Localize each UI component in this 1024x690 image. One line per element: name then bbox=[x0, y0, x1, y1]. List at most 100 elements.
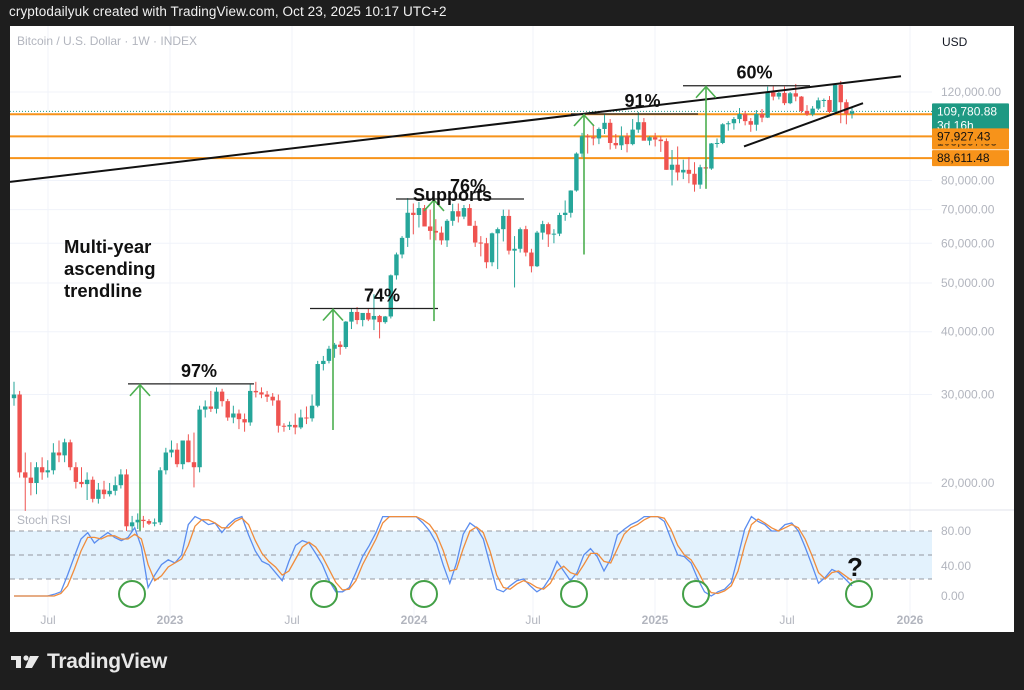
candle-body bbox=[433, 230, 439, 233]
candle-body bbox=[225, 401, 230, 418]
question-mark-annotation: ? bbox=[847, 552, 863, 582]
price-axis-label: 40,000.00 bbox=[941, 325, 995, 339]
candle-body bbox=[692, 173, 697, 185]
arrow-up-icon bbox=[129, 383, 151, 397]
candle-body bbox=[23, 472, 28, 478]
candle-body bbox=[394, 254, 399, 276]
candle-body bbox=[799, 96, 804, 111]
candle-body bbox=[354, 311, 360, 321]
candle-body bbox=[214, 391, 219, 409]
candle-body bbox=[248, 390, 253, 423]
rally-percent-label: 74% bbox=[364, 285, 400, 305]
candle-body bbox=[450, 211, 455, 221]
candle-body bbox=[236, 413, 242, 420]
price-axis-label: 30,000.00 bbox=[941, 388, 995, 402]
candle-body bbox=[793, 93, 798, 97]
oversold-circle-marker bbox=[118, 580, 146, 608]
candle-body bbox=[619, 136, 624, 146]
price-axis-label: 70,000.00 bbox=[941, 203, 995, 217]
candle-body bbox=[96, 489, 101, 499]
candle-body bbox=[647, 137, 652, 141]
candle-body bbox=[146, 521, 152, 524]
candle-body bbox=[197, 409, 202, 468]
candle-body bbox=[591, 137, 596, 139]
tradingview-logo[interactable]: TradingView bbox=[11, 650, 167, 674]
symbol-title: Bitcoin / U.S. Dollar · 1W · INDEX bbox=[17, 34, 198, 48]
candle-body bbox=[844, 102, 849, 114]
candle-body bbox=[349, 311, 354, 322]
candle-body bbox=[405, 212, 410, 238]
candle-body bbox=[315, 364, 320, 406]
candle-body bbox=[259, 392, 264, 395]
rally-annotation: 76% bbox=[396, 176, 524, 322]
candle-body bbox=[309, 405, 315, 419]
rally-annotation: 97% bbox=[128, 361, 254, 532]
candle-body bbox=[11, 394, 17, 399]
candle-body bbox=[163, 452, 169, 471]
chart-frame[interactable]: 120,000.00 80,000.00 70,000.00 60,000.00 50,… bbox=[10, 26, 1014, 632]
candle-body bbox=[726, 123, 731, 125]
candle-body bbox=[39, 467, 45, 473]
candle-body bbox=[731, 119, 737, 124]
candle-body bbox=[321, 360, 326, 365]
candle-body bbox=[382, 316, 388, 323]
candle-body bbox=[585, 136, 590, 138]
candle-body bbox=[287, 424, 292, 427]
candle-body bbox=[56, 452, 62, 456]
candle-body bbox=[118, 474, 124, 486]
candle-body bbox=[338, 344, 343, 347]
candle-body bbox=[686, 169, 692, 174]
candle-body bbox=[51, 452, 56, 471]
support-level-badge bbox=[932, 150, 1009, 167]
candle-body bbox=[366, 312, 371, 320]
time-axis-label: Jul bbox=[40, 613, 55, 627]
time-axis-label: 2025 bbox=[642, 613, 669, 627]
candle-body bbox=[624, 136, 630, 145]
support-level-badge bbox=[932, 128, 1009, 145]
candle-body bbox=[411, 212, 416, 215]
candle-body bbox=[546, 224, 551, 235]
candle-body bbox=[107, 490, 112, 495]
candle-body bbox=[579, 136, 585, 154]
candle-body bbox=[742, 113, 748, 122]
oversold-circle-marker bbox=[560, 580, 588, 608]
candle-body bbox=[776, 92, 782, 97]
grid-lines bbox=[10, 26, 932, 621]
price-axis-label: 60,000.00 bbox=[941, 236, 995, 250]
price-axis: 120,000.00 80,000.00 70,000.00 60,000.00 50,… bbox=[941, 85, 1001, 490]
candle-body bbox=[208, 406, 214, 409]
candle-body bbox=[174, 449, 180, 465]
candle-body bbox=[810, 108, 815, 115]
candle-body bbox=[332, 344, 337, 349]
oversold-circle-marker bbox=[845, 580, 873, 608]
candle-body bbox=[849, 111, 855, 114]
stoch-axis-label: 0.00 bbox=[941, 589, 965, 603]
time-axis-label: 2023 bbox=[157, 613, 184, 627]
candle-body bbox=[607, 122, 613, 143]
candle-body bbox=[709, 143, 714, 169]
supports-label: Supports bbox=[413, 185, 492, 205]
candle-body bbox=[242, 419, 247, 423]
candle-body bbox=[264, 394, 270, 397]
candle-body bbox=[787, 93, 793, 104]
candle-body bbox=[551, 233, 557, 235]
candle-body bbox=[596, 128, 602, 139]
candle-body bbox=[771, 92, 776, 97]
candle-body bbox=[832, 84, 838, 112]
candle-body bbox=[821, 99, 827, 101]
currency-button[interactable]: USD bbox=[942, 35, 968, 49]
candle-body bbox=[17, 394, 22, 473]
price-chart[interactable]: 120,000.00 80,000.00 70,000.00 60,000.00 50,… bbox=[10, 26, 1014, 632]
candle-body bbox=[158, 470, 163, 523]
candle-body bbox=[191, 462, 197, 468]
arrow-up-icon bbox=[322, 308, 344, 322]
candle-body bbox=[658, 139, 663, 142]
price-axis-label: 120,000.00 bbox=[941, 85, 1001, 99]
candle-body bbox=[304, 417, 309, 419]
candle-body bbox=[804, 110, 810, 115]
candle-body bbox=[343, 321, 349, 347]
candle-body bbox=[276, 400, 281, 426]
candle-body bbox=[827, 99, 832, 112]
candle-body bbox=[816, 100, 821, 109]
rally-annotation: 74% bbox=[310, 285, 438, 430]
